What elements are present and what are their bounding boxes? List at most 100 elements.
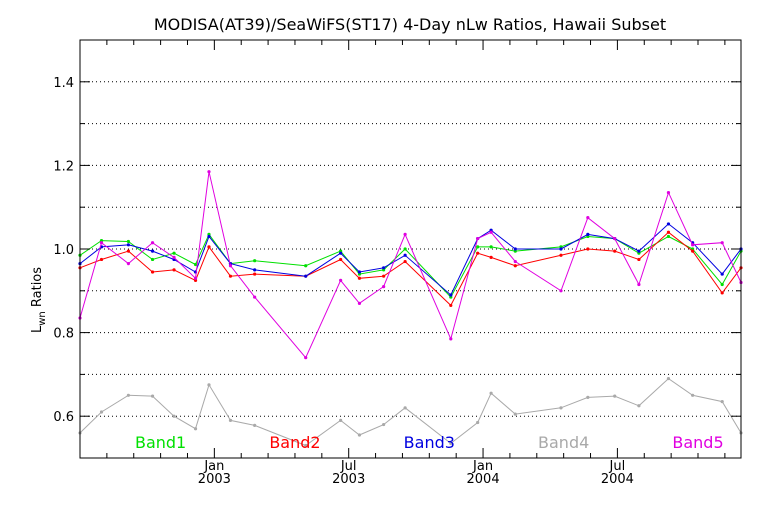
data-point-band1 — [304, 264, 308, 268]
y-tick-label: 1.2 — [53, 159, 74, 174]
y-tick-label: 1.4 — [53, 76, 74, 91]
data-point-band5 — [304, 356, 308, 360]
data-point-band1 — [126, 239, 130, 244]
data-point-band3 — [559, 247, 563, 251]
x-tick-label-month: Jul — [340, 459, 357, 474]
y-axis-label: Lwn Ratios — [30, 267, 48, 333]
data-point-band4 — [449, 441, 453, 445]
data-point-band5 — [489, 230, 493, 234]
data-point-band3 — [382, 266, 386, 270]
data-point-band5 — [126, 262, 130, 266]
data-point-band3 — [207, 234, 211, 239]
data-point-band5 — [476, 236, 480, 241]
data-point-band3 — [126, 243, 130, 247]
x-tick-label-year: 2003 — [332, 472, 365, 487]
legend-label-band2: Band2 — [269, 433, 320, 452]
data-point-band5 — [253, 295, 257, 299]
series-line-band3 — [79, 223, 742, 296]
data-point-band2 — [720, 291, 724, 295]
data-point-band2 — [99, 257, 104, 262]
data-point-band5 — [228, 264, 233, 268]
data-point-band4 — [172, 414, 176, 418]
data-point-band3 — [339, 251, 343, 255]
legend: Band1 Band2 Band3 Band4 Band5 — [135, 433, 724, 452]
data-point-band3 — [720, 272, 724, 276]
data-point-band5 — [666, 190, 671, 195]
data-point-band4 — [253, 423, 257, 427]
data-point-band2 — [207, 245, 211, 249]
data-point-band1 — [403, 247, 407, 251]
data-point-band4 — [637, 404, 641, 408]
y-tick-label: 1.0 — [53, 243, 74, 258]
data-point-band2 — [357, 276, 362, 280]
data-point-band4 — [513, 412, 517, 416]
data-point-band2 — [513, 264, 517, 268]
data-point-band2 — [586, 247, 590, 251]
data-point-band5 — [559, 289, 563, 293]
data-point-band5 — [339, 278, 343, 282]
data-point-band1 — [253, 259, 257, 263]
data-point-band2 — [228, 274, 233, 278]
data-point-band5 — [586, 216, 590, 220]
data-point-band3 — [403, 253, 407, 257]
data-point-band2 — [172, 268, 176, 272]
data-point-band3 — [253, 268, 257, 272]
x-tick-label-month: Jul — [609, 459, 626, 474]
series-line-band1 — [79, 233, 742, 298]
data-point-band3 — [357, 270, 362, 274]
data-point-band4 — [382, 422, 386, 427]
data-point-band4 — [357, 433, 362, 437]
data-point-band2 — [637, 257, 641, 262]
data-point-band5 — [382, 285, 386, 289]
data-point-band1 — [720, 282, 724, 287]
data-point-band2 — [403, 259, 407, 264]
data-point-band2 — [449, 303, 453, 308]
legend-label-band3: Band3 — [404, 433, 455, 452]
data-point-band5 — [691, 243, 695, 247]
data-point-band5 — [357, 301, 362, 305]
data-point-band2 — [339, 257, 343, 262]
data-point-band3 — [304, 274, 308, 278]
grid-lines — [80, 39, 741, 417]
data-point-band2 — [476, 251, 480, 255]
data-point-band2 — [691, 249, 695, 253]
legend-label-band1: Band1 — [135, 433, 186, 452]
series-line-band5 — [79, 171, 742, 359]
data-point-band5 — [193, 276, 198, 280]
data-point-band5 — [720, 241, 724, 245]
series-line-band4 — [79, 377, 742, 447]
data-point-band4 — [613, 394, 617, 398]
data-point-band5 — [99, 241, 104, 245]
x-tick-label-month: Jan — [472, 459, 493, 474]
data-point-band1 — [150, 257, 155, 262]
series-lines — [78, 170, 743, 448]
x-tick-label-year: 2004 — [601, 472, 634, 487]
data-point-band5 — [637, 282, 641, 287]
legend-label-band4: Band4 — [538, 433, 589, 452]
data-point-band4 — [476, 420, 480, 425]
data-point-band4 — [666, 376, 671, 381]
axes: 0.60.81.01.21.4Jan2003Jul2003Jan2004Jul2… — [53, 39, 742, 487]
data-point-band4 — [126, 393, 130, 397]
x-tick-label-year: 2003 — [198, 472, 231, 487]
y-tick-label: 0.6 — [53, 410, 74, 425]
data-point-band3 — [449, 293, 453, 297]
data-point-band4 — [339, 418, 343, 422]
data-point-band4 — [559, 406, 563, 410]
data-point-band4 — [193, 427, 198, 431]
data-point-band2 — [559, 253, 563, 257]
data-point-band2 — [126, 249, 130, 253]
data-point-band1 — [193, 262, 198, 267]
data-point-band4 — [691, 393, 695, 397]
data-point-band5 — [449, 337, 453, 341]
data-point-band2 — [489, 255, 493, 259]
data-point-band2 — [666, 230, 671, 234]
data-point-band3 — [666, 222, 671, 226]
y-tick-label: 0.8 — [53, 327, 74, 342]
data-point-band4 — [304, 443, 308, 448]
legend-label-band5: Band5 — [672, 433, 723, 452]
data-point-band4 — [586, 395, 590, 399]
data-point-band4 — [403, 406, 407, 410]
chart-title: MODISA(AT39)/SeaWiFS(ST17) 4-Day nLw Rat… — [154, 15, 666, 34]
